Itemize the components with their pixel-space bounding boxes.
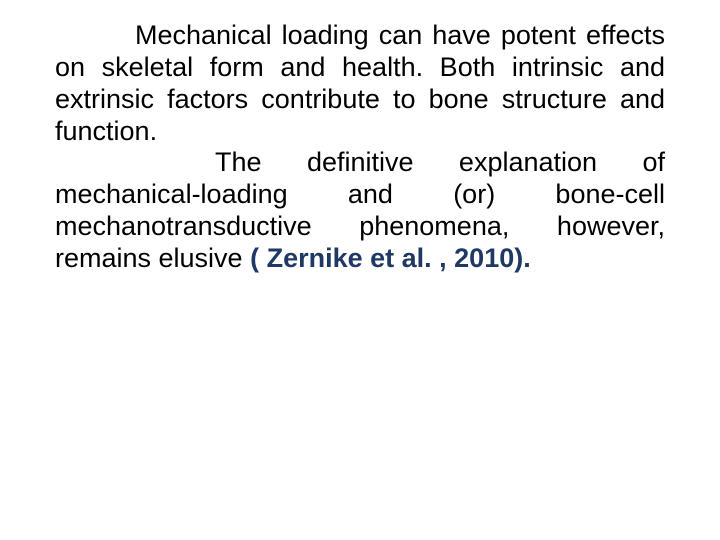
citation-text: Zernike et al. , 2010). xyxy=(259,243,531,273)
open-paren: ( xyxy=(250,243,259,273)
slide-container: Mechanical loading can have potent effec… xyxy=(0,0,720,540)
body-paragraph: Mechanical loading can have potent effec… xyxy=(55,20,665,275)
paragraph-1-text: Mechanical loading can have potent effec… xyxy=(55,20,665,146)
